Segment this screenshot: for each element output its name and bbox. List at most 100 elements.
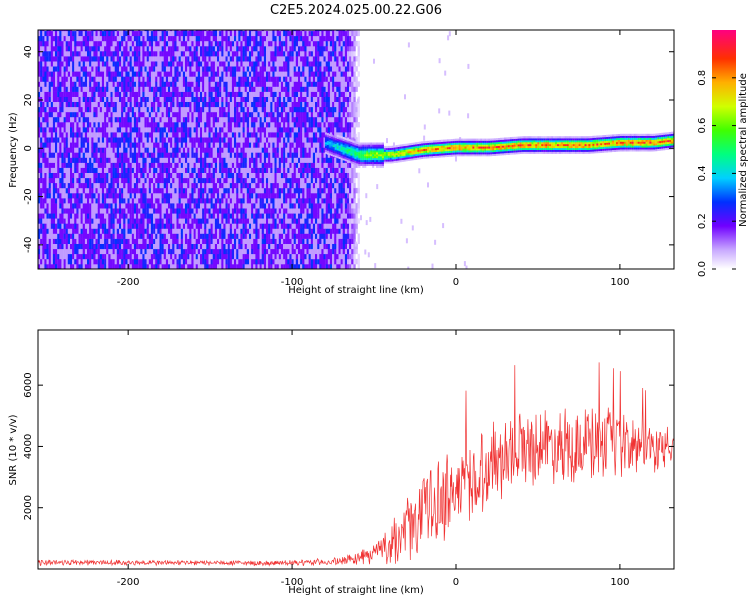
spectrogram-cell (82, 56, 85, 62)
spectrogram-cell (227, 132, 230, 138)
spectrogram-cell (121, 182, 124, 189)
spectrogram-cell (63, 218, 66, 224)
spectrogram-cell (142, 162, 145, 168)
spectrogram-cell (42, 96, 45, 102)
spectrogram-cell (40, 182, 43, 189)
spectrogram-cell (74, 127, 77, 133)
spectrogram-cell (123, 132, 126, 138)
spectrogram-cell (246, 137, 250, 143)
spectrogram-cell (246, 203, 250, 209)
spectrogram-cell (153, 213, 156, 219)
spectrogram-cell (229, 203, 233, 209)
spectrogram-cell (116, 122, 120, 128)
spectrogram-cell (234, 96, 237, 102)
spectrogram-cell (200, 177, 203, 184)
spectrogram-cell (84, 91, 88, 97)
spectrogram-cell (168, 162, 171, 168)
spectrogram-cell (236, 213, 239, 219)
spectrogram-cell (150, 91, 154, 97)
spectrogram-cell (140, 187, 143, 194)
spectrogram-cell (159, 66, 162, 72)
spectrogram-cell (236, 122, 239, 128)
spectrogram-cell (44, 238, 47, 244)
spectrogram-cell (80, 116, 83, 123)
spectrogram-cell (234, 76, 237, 82)
spectrogram-cell (155, 182, 158, 189)
spectrogram-cell (197, 56, 201, 62)
spectrogram-cell (114, 152, 117, 158)
spectrogram-cell (176, 263, 179, 269)
spectrogram-cell (231, 106, 235, 113)
spectrogram-cell (44, 162, 47, 168)
spectrogram-cell (150, 243, 154, 250)
spectrogram-cell (50, 116, 54, 123)
spectrogram-cell (61, 238, 64, 244)
spectrogram-cell (93, 127, 96, 133)
spectrogram-cell (244, 182, 247, 189)
spectrogram-cell (48, 51, 51, 57)
spectrogram-cell (244, 238, 247, 244)
spectrogram-cell (65, 61, 68, 67)
spectrogram-cell (257, 187, 260, 194)
spectrogram-cell (159, 30, 162, 32)
spectrogram-cell (125, 127, 128, 133)
spectrogram-cell (225, 40, 228, 47)
spectrogram-cell (110, 111, 113, 118)
spectrogram-cell (240, 193, 243, 199)
spectrogram-cell (217, 157, 220, 163)
spectrogram-cell (214, 243, 218, 250)
spectrogram-cell (161, 187, 164, 194)
spectrogram-cell (165, 56, 169, 62)
spectrogram-cell (46, 122, 49, 128)
spectrogram-cell (236, 248, 239, 255)
spectrogram-cell (99, 223, 103, 229)
spectrogram-cell (191, 132, 194, 138)
spectrogram-cell (157, 106, 160, 113)
spectrogram-cell (168, 111, 171, 118)
spectrogram-cell (55, 142, 58, 148)
spectrogram-cell (97, 66, 100, 72)
spectrogram-cell (57, 132, 60, 138)
spectrogram-cell (236, 61, 239, 67)
spectrogram-cell (238, 71, 241, 77)
spectrogram-cell (42, 61, 45, 67)
spectrogram-cell (214, 132, 218, 138)
spectrogram-cell (114, 228, 117, 234)
spectrogram-cell (157, 243, 160, 250)
spectrogram-cell (242, 203, 245, 209)
spectrogram-cell (55, 223, 58, 229)
spectrogram-cell (61, 208, 64, 214)
spectrogram-cell (153, 218, 156, 224)
spectrogram-cell (163, 187, 166, 194)
spectrogram-cell (161, 223, 164, 229)
spectrogram-cell (72, 193, 75, 199)
spectrogram-cell (99, 263, 103, 269)
spectrogram-cell (89, 152, 92, 158)
spectrogram-cell (142, 233, 145, 239)
spectrogram-cell (150, 198, 154, 204)
spectrogram-cell (84, 193, 88, 199)
spectrogram-cell (255, 61, 258, 67)
spectrogram-cell (127, 71, 130, 77)
spectrogram-cell (155, 137, 158, 143)
spectrogram-cell (110, 243, 113, 250)
spectrogram-cell (57, 243, 60, 250)
spectrogram-cell (89, 127, 92, 133)
spectrogram-cell (42, 228, 45, 234)
spectrogram-cell (236, 45, 239, 52)
spectrogram-cell (170, 167, 173, 173)
spectrogram-cell (197, 91, 201, 97)
spectrogram-cell (221, 248, 224, 255)
spectrogram-cell (202, 218, 205, 224)
spectrogram-cell (193, 258, 196, 265)
spectrogram-cell (114, 253, 117, 260)
spectrogram-cell (159, 137, 162, 143)
spectrogram-cell (148, 263, 152, 269)
spectrogram-cell (44, 147, 47, 153)
spectrogram-cell (212, 51, 215, 57)
spectrogram-cell (52, 116, 56, 123)
spectrogram-cell (106, 193, 109, 199)
spectrogram-cell (185, 106, 188, 113)
spectrogram-cell (87, 238, 90, 244)
spectrogram-cell (161, 162, 164, 168)
